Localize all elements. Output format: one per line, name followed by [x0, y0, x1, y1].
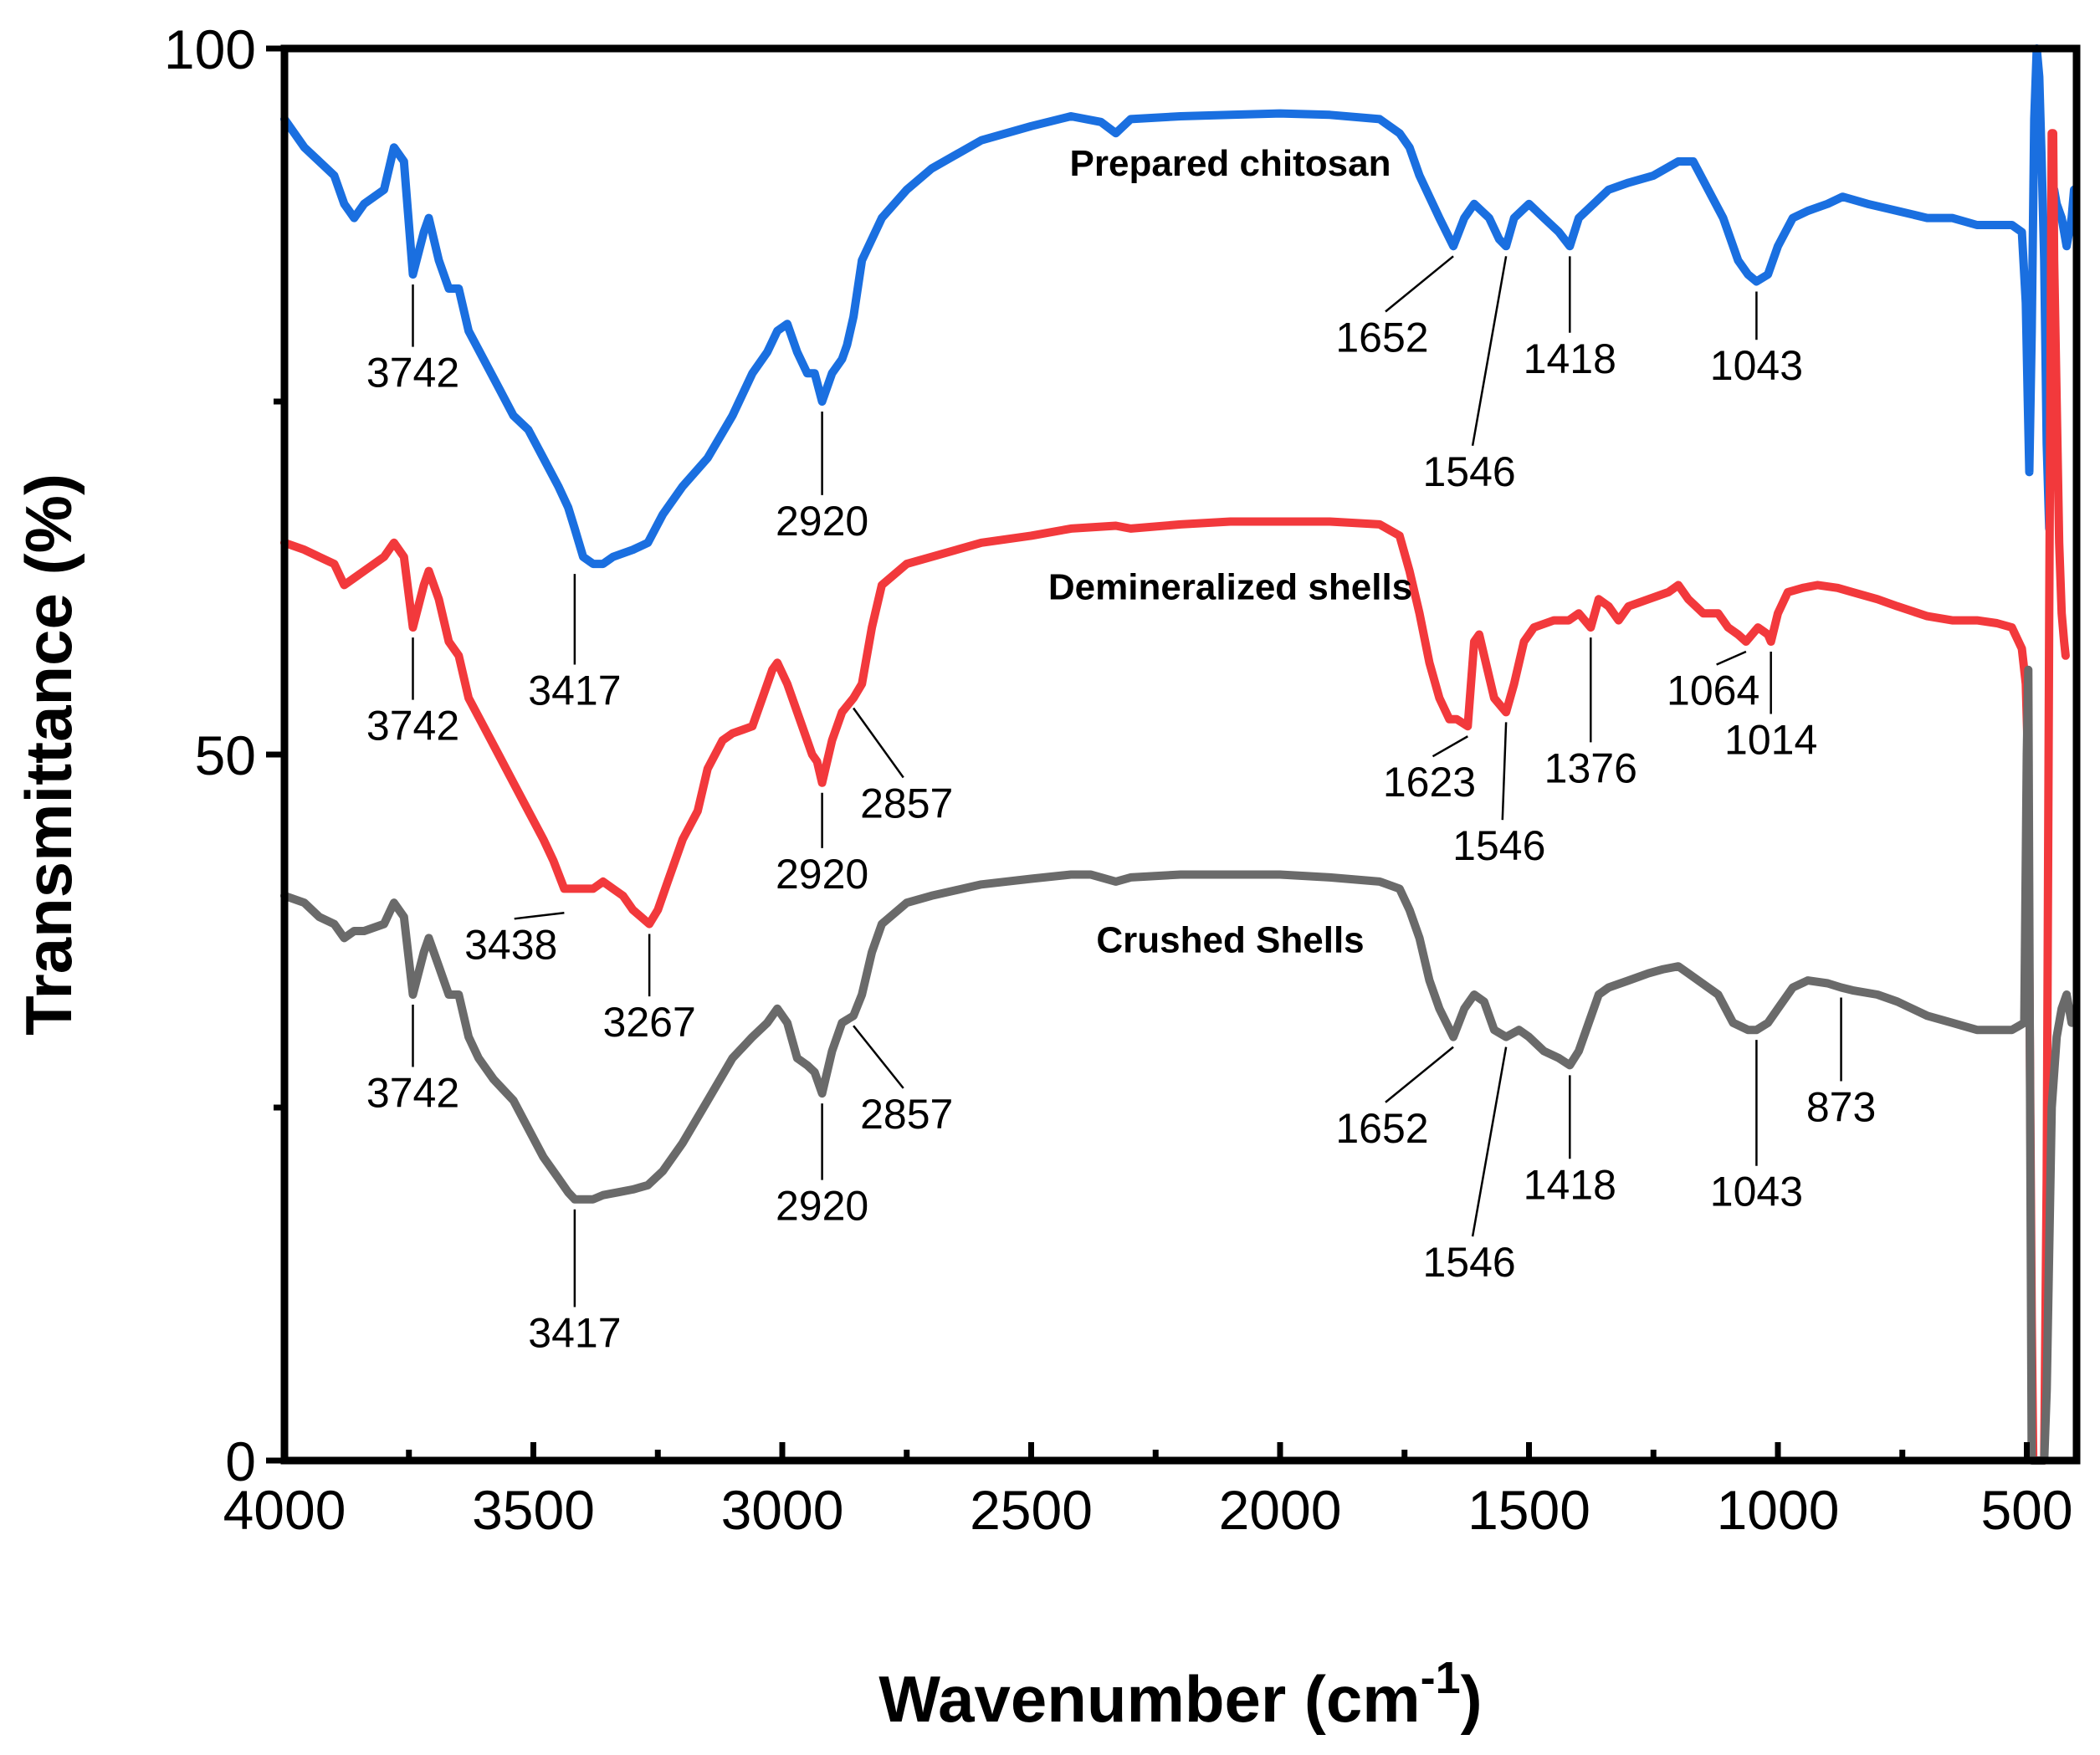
axes: 4000 3500 3000 2500 2000 1500 1000 500 0 50 100: [164, 18, 2073, 1541]
peak-label-crushed-shells-1418: 1418: [1524, 1161, 1616, 1208]
peak-label-demineralized-shells-1376: 1376: [1544, 744, 1637, 791]
peak-annotations: Prepared chitosan37423417292016521546141…: [366, 143, 1876, 1357]
peak-label-crushed-shells-1652: 1652: [1335, 1105, 1428, 1152]
x-axis-title-superscript: -1: [1421, 1653, 1461, 1703]
peak-leader-demineralized-shells-1546: [1501, 722, 1508, 821]
peak-label-prepared-chitosan-2920: 2920: [776, 498, 868, 545]
y-axis-title: Transmittance (%): [12, 473, 85, 1036]
peak-leader-prepared-chitosan-1652: [1385, 255, 1454, 313]
x-tick-label-2500: 2500: [970, 1479, 1093, 1541]
x-tick-label-500: 500: [1980, 1479, 2072, 1541]
series-line-crushed-shells: [280, 665, 2077, 1465]
peak-label-prepared-chitosan-3742: 3742: [366, 350, 459, 397]
x-tick-label-1000: 1000: [1717, 1479, 1840, 1541]
peak-label-crushed-shells-3417: 3417: [528, 1310, 621, 1357]
peak-label-demineralized-shells-2857: 2857: [860, 780, 953, 827]
peak-leader-crushed-shells-1546: [1471, 1046, 1508, 1237]
x-tick-label-3500: 3500: [472, 1479, 595, 1541]
y-tick-label-0: 0: [225, 1430, 256, 1492]
peak-label-crushed-shells-1546: 1546: [1422, 1239, 1515, 1286]
peak-label-prepared-chitosan-1546: 1546: [1422, 448, 1515, 495]
y-tick-label-100: 100: [164, 18, 256, 80]
x-tick-label-3000: 3000: [721, 1479, 844, 1541]
x-axis-title-main: Wavenumber (cm: [878, 1662, 1420, 1736]
series-line-demineralized-shells: [280, 129, 2070, 1465]
peak-label-demineralized-shells-1623: 1623: [1383, 759, 1476, 806]
peak-label-crushed-shells-2920: 2920: [776, 1183, 868, 1230]
peak-label-demineralized-shells-1014: 1014: [1724, 717, 1817, 764]
peak-leader-crushed-shells-1652: [1385, 1046, 1454, 1103]
peak-label-prepared-chitosan-1652: 1652: [1335, 314, 1428, 361]
x-axis-title: Wavenumber (cm-1): [878, 1653, 1482, 1736]
x-tick-label-2000: 2000: [1219, 1479, 1342, 1541]
peak-leader-demineralized-shells-1623: [1432, 735, 1468, 758]
peak-leader-prepared-chitosan-1546: [1471, 256, 1508, 447]
peak-label-demineralized-shells-1546: 1546: [1452, 822, 1545, 869]
peak-label-demineralized-shells-3438: 3438: [464, 921, 557, 968]
peak-label-prepared-chitosan-1043: 1043: [1710, 342, 1803, 389]
peak-label-demineralized-shells-3742: 3742: [366, 703, 459, 750]
peak-label-prepared-chitosan-3417: 3417: [528, 667, 621, 714]
peak-label-prepared-chitosan-1418: 1418: [1524, 335, 1616, 382]
series-label-demineralized-shells: Demineralized shells: [1048, 566, 1412, 607]
peak-label-crushed-shells-3742: 3742: [366, 1070, 459, 1117]
peak-label-crushed-shells-2857: 2857: [860, 1091, 953, 1138]
x-tick-label-1500: 1500: [1467, 1479, 1590, 1541]
series-layer: [280, 44, 2078, 1465]
series-label-crushed-shells: Crushed Shells: [1096, 919, 1364, 960]
series-line-prepared-chitosan: [280, 44, 2078, 569]
peak-leader-demineralized-shells-3438: [514, 911, 565, 920]
peak-label-demineralized-shells-3267: 3267: [603, 999, 696, 1046]
peak-leader-crushed-shells-2857: [853, 1025, 904, 1089]
peak-label-demineralized-shells-2920: 2920: [776, 851, 868, 898]
peak-label-demineralized-shells-1064: 1064: [1667, 667, 1759, 714]
peak-leader-demineralized-shells-1064: [1716, 650, 1747, 666]
peak-label-crushed-shells-873: 873: [1806, 1083, 1876, 1130]
x-axis-title-close: ): [1461, 1662, 1483, 1736]
peak-label-crushed-shells-1043: 1043: [1710, 1169, 1803, 1215]
series-label-prepared-chitosan: Prepared chitosan: [1070, 143, 1391, 184]
x-tick-label-4000: 4000: [223, 1479, 346, 1541]
y-tick-label-50: 50: [195, 724, 256, 786]
peak-leader-demineralized-shells-2857: [853, 707, 904, 779]
